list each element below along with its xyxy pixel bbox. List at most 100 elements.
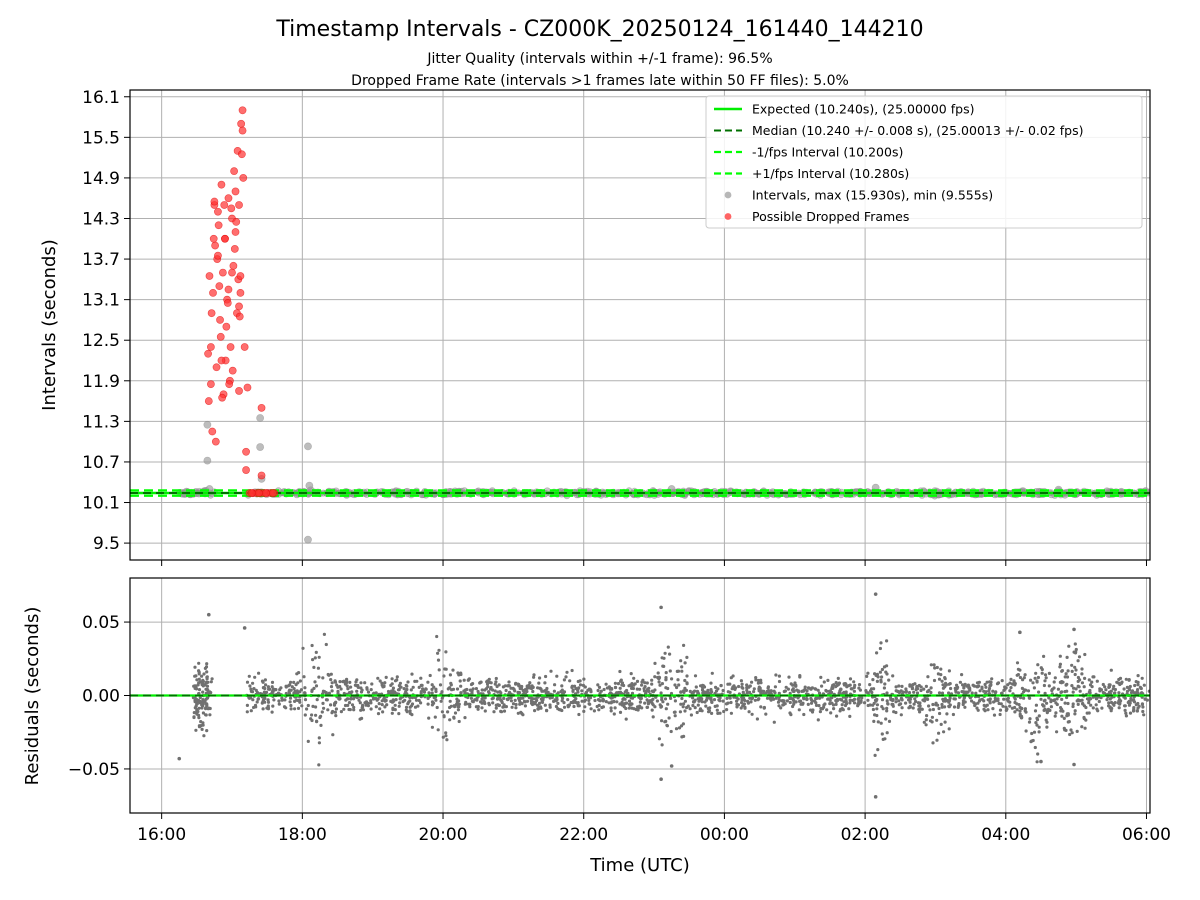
dropped-frame-point: [211, 241, 220, 250]
residual-point: [502, 709, 507, 713]
residual-point: [271, 689, 275, 694]
residual-outlier-2: [242, 626, 247, 630]
residual-point: [268, 687, 272, 691]
residual-point: [596, 698, 601, 702]
residual-point: [507, 680, 511, 684]
legend-label-2: -1/fps Interval (10.200s): [752, 145, 903, 160]
residual-point: [1134, 680, 1138, 684]
residual-point: [1052, 686, 1056, 690]
residual-point: [940, 702, 944, 707]
residual-point: [492, 710, 496, 714]
residual-point: [1036, 663, 1040, 667]
residual-point: [1060, 697, 1064, 702]
residual-point: [609, 709, 613, 713]
residual-point: [954, 690, 958, 694]
residual-point: [845, 685, 849, 689]
residual-point: [1004, 708, 1008, 713]
dropped-frame-point: [218, 393, 227, 402]
residual-outlier-11: [1018, 630, 1022, 635]
residual-point: [349, 685, 353, 689]
dropped-frame-point: [220, 201, 229, 209]
residual-point: [1136, 691, 1140, 695]
residual-point: [691, 703, 695, 708]
residual-point: [917, 704, 921, 708]
residual-point: [752, 687, 756, 691]
residual-point: [1021, 678, 1025, 682]
dropped-frame-point: [227, 204, 236, 213]
residual-point: [359, 681, 363, 685]
residual-point: [916, 687, 920, 691]
residual-point: [438, 683, 443, 687]
residual-point: [1090, 685, 1094, 689]
residual-point: [385, 703, 389, 707]
residual-point: [329, 672, 333, 676]
residual-point: [820, 707, 825, 711]
residual-point: [683, 661, 687, 665]
residual-point: [622, 697, 626, 701]
residual-point: [529, 701, 534, 705]
residual-point: [204, 707, 208, 711]
residual-point: [476, 705, 480, 709]
residual-point: [728, 682, 732, 686]
dropped-frame-point: [238, 126, 247, 135]
residual-point: [466, 695, 470, 700]
residual-point: [667, 716, 671, 720]
residual-point: [201, 711, 205, 715]
residual-point: [885, 699, 889, 703]
residual-point: [471, 700, 475, 704]
residual-point: [1136, 674, 1140, 678]
residual-point: [390, 700, 395, 704]
residual-point: [866, 671, 870, 675]
residual-point: [199, 720, 203, 724]
residual-point: [194, 674, 198, 678]
residual-point: [729, 700, 733, 705]
residual-point: [875, 679, 880, 684]
residual-point: [597, 685, 602, 690]
intervals-frame: [129, 89, 1151, 561]
residual-point: [785, 699, 790, 703]
residual-point: [829, 711, 833, 715]
residual-point: [879, 721, 883, 725]
residual-point: [1063, 701, 1067, 705]
residual-point: [527, 696, 532, 700]
residual-point: [650, 689, 654, 693]
residual-point: [271, 704, 275, 708]
residual-point: [397, 704, 401, 708]
residual-point: [848, 677, 853, 681]
residual-point: [556, 691, 560, 695]
residual-point: [929, 690, 933, 695]
residual-point: [666, 702, 670, 706]
residual-point: [922, 720, 926, 724]
residual-point: [719, 684, 723, 688]
residual-point: [540, 700, 545, 705]
residual-point: [703, 690, 708, 694]
residual-point: [205, 684, 210, 688]
residual-point: [1043, 708, 1047, 712]
residual-point: [588, 702, 592, 706]
residual-point: [1080, 672, 1084, 676]
residual-point: [731, 685, 735, 689]
residual-point: [434, 687, 438, 691]
residual-point: [469, 696, 473, 700]
residual-point: [532, 697, 536, 701]
residual-point: [998, 712, 1002, 717]
residual-point: [1097, 699, 1101, 704]
residual-point: [980, 685, 984, 689]
dropped-frame-point: [235, 302, 243, 311]
residual-point: [458, 679, 462, 683]
residual-point: [454, 702, 459, 707]
residual-point: [261, 707, 265, 711]
residual-point: [317, 763, 321, 767]
residual-point: [664, 677, 668, 681]
residual-point: [314, 705, 318, 709]
residual-point: [380, 699, 384, 703]
residual-point: [289, 688, 293, 692]
residual-point: [939, 722, 943, 727]
residual-point: [947, 669, 952, 673]
residual-point: [1078, 689, 1082, 693]
residual-point: [205, 670, 209, 674]
residual-point: [324, 642, 328, 647]
residual-point: [1074, 647, 1078, 652]
residual-point: [553, 683, 557, 687]
residual-point: [402, 687, 406, 691]
